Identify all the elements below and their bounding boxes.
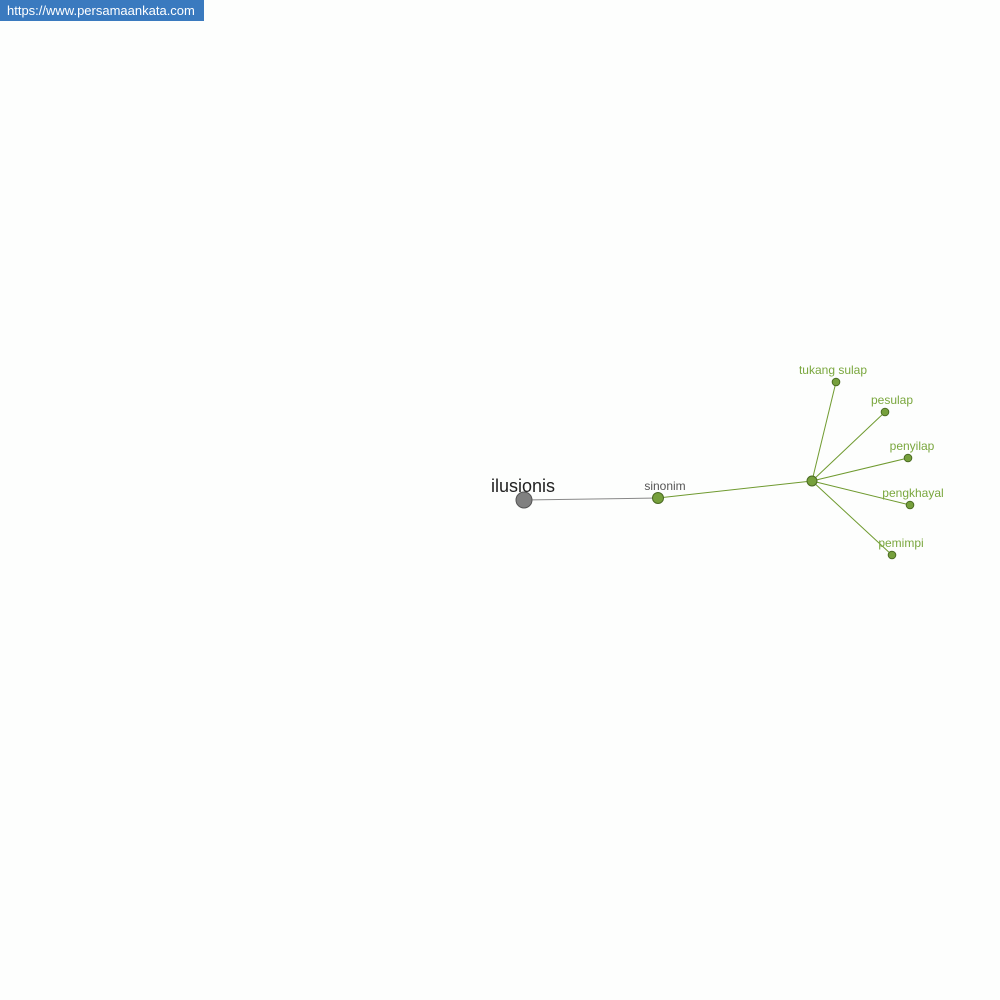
leaf-node[interactable] [905, 500, 915, 510]
leaf-label[interactable]: pemimpi [878, 536, 923, 550]
category-node[interactable] [652, 492, 664, 504]
hub-node[interactable] [806, 475, 818, 487]
leaf-node[interactable] [880, 407, 890, 417]
site-url-badge[interactable]: https://www.persamaankata.com [0, 0, 204, 21]
root-node[interactable] [515, 491, 533, 509]
edge-root-sinonim [523, 497, 659, 501]
leaf-node[interactable] [903, 453, 913, 463]
leaf-label[interactable]: tukang sulap [799, 363, 867, 377]
leaf-label[interactable]: pesulap [871, 393, 913, 407]
root-label[interactable]: ilusionis [491, 476, 555, 496]
edge-hub-leaf [811, 480, 911, 506]
edge-hub-leaf [811, 457, 909, 482]
leaf-label[interactable]: penyilap [890, 439, 935, 453]
edge-sinonim-hub [657, 480, 813, 499]
leaf-node[interactable] [831, 377, 841, 387]
edge-hub-leaf [811, 480, 893, 556]
edge-hub-leaf [811, 411, 886, 482]
leaf-node[interactable] [887, 550, 897, 560]
category-label: sinonim [644, 479, 685, 493]
leaf-label[interactable]: pengkhayal [882, 486, 943, 500]
edge-hub-leaf [811, 381, 837, 482]
